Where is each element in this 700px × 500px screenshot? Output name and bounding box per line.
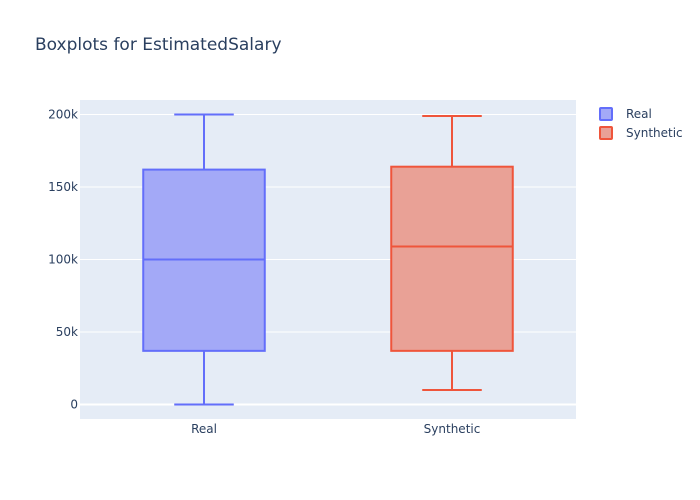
x-tick-label: Real [191, 422, 217, 436]
x-axis-ticks: Real Synthetic [191, 422, 480, 436]
y-tick-label: 100k [48, 253, 78, 267]
box-synthetic [390, 114, 514, 391]
iqr-box [390, 165, 514, 352]
legend-item-synthetic[interactable]: Synthetic [599, 126, 683, 140]
y-axis-ticks: 0 50k 100k 150k 200k [48, 108, 78, 412]
box-real [142, 113, 266, 406]
legend-item-real[interactable]: Real [599, 107, 652, 121]
legend-swatch [599, 107, 613, 121]
legend[interactable]: Real Synthetic [599, 107, 683, 140]
box-series [142, 113, 514, 406]
legend-label: Real [626, 107, 652, 121]
legend-swatch [599, 126, 613, 140]
y-tick-label: 150k [48, 180, 78, 194]
x-tick-label: Synthetic [424, 422, 481, 436]
y-tick-label: 50k [56, 325, 78, 339]
legend-label: Synthetic [626, 126, 683, 140]
y-tick-label: 200k [48, 108, 78, 122]
chart-title: Boxplots for EstimatedSalary [35, 35, 282, 55]
y-tick-label: 0 [70, 398, 78, 412]
